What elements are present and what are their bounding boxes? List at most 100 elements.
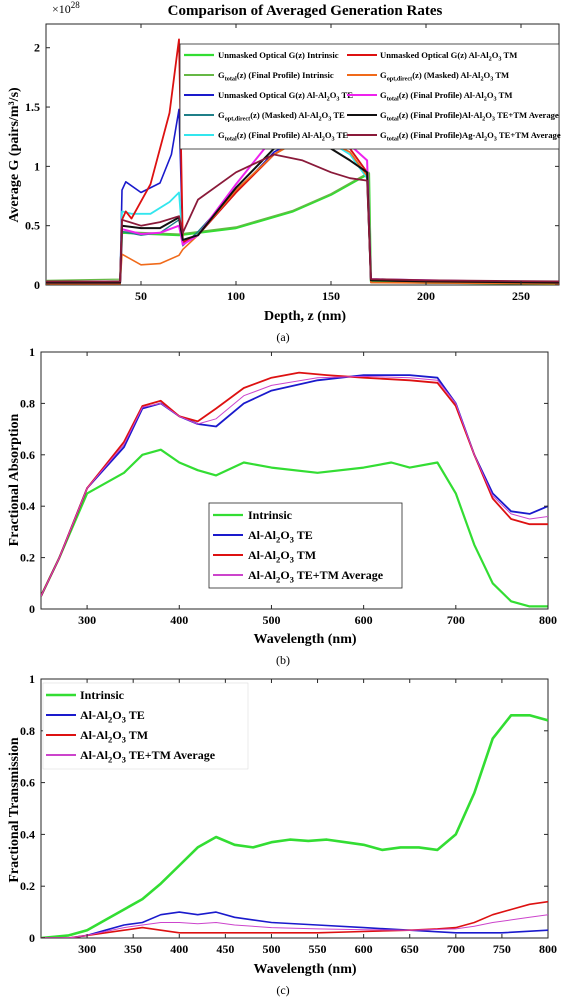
panel-c-legend-text: Al-Al <box>80 748 109 762</box>
panel-c-legend-label: Al-Al2O3 TE <box>80 708 145 725</box>
panel-a-caption: (a) <box>276 330 289 344</box>
panel-c: 300 350 400 450 500 550 600 650 700 750 800 0 0.2 0.4… <box>7 672 557 997</box>
panel-b-legend-label: Intrinsic <box>248 508 293 522</box>
panel-a-legend-text: TE <box>331 110 345 120</box>
panel-c-legend-text: Intrinsic <box>80 688 125 702</box>
panel-b-caption: (b) <box>276 653 290 667</box>
panel-a-legend-box <box>179 43 560 150</box>
panel-c-x-tick-label: 550 <box>309 942 327 956</box>
panel-a-legend-subscript: 2 <box>327 96 330 103</box>
panel-a-legend-text: TE <box>340 90 354 100</box>
panel-a-legend-subscript: 3 <box>336 96 339 103</box>
panel-c-series-line <box>41 713 548 938</box>
panel-b-ylabel: Fractional Absorption <box>7 413 22 546</box>
panel-b-x-tick-label: 400 <box>170 613 188 627</box>
panel-c-y-tick-label: 0.2 <box>20 879 35 893</box>
panel-c-x-tick-label: 300 <box>78 942 96 956</box>
panel-c-y-tick-label: 1 <box>29 672 35 686</box>
panel-a-legend-text: TE <box>335 130 349 140</box>
panel-a-legend-text: (z) (Final Profile) Intrinsic <box>237 70 334 80</box>
panel-c-legend-subscript: 2 <box>108 735 112 745</box>
panel-a-exponent-power: 28 <box>71 0 81 10</box>
panel-b-x-tick-label: 600 <box>355 613 373 627</box>
panel-a-legend-text: G <box>218 70 225 80</box>
panel-a-legend-label: Gtotal(z) (Final Profile) Al-Al2O3 TM <box>380 90 512 103</box>
panel-b-legend-subscript: 2 <box>276 555 280 565</box>
panel-c-y-tick-label: 0.8 <box>20 724 35 738</box>
panel-c-series-line <box>41 914 548 938</box>
panel-c-series-line <box>41 900 548 938</box>
panel-a-legend-text: (z) (Final Profile) Al-Al <box>237 130 323 140</box>
panel-b-legend-box <box>208 502 403 589</box>
panel-c-legend-text: Al-Al <box>80 728 109 742</box>
panel-b-legend-text: TE+TM Average <box>294 568 384 582</box>
panel-a-legend-subscript: 3 <box>332 136 335 143</box>
panel-a-x-tick-label: 150 <box>322 289 340 303</box>
panel-c-x-tick-label: 500 <box>262 942 280 956</box>
panel-b-legend-text: Al-Al <box>248 528 277 542</box>
panel-c-caption: (c) <box>276 983 289 997</box>
panel-a-legend-text: G <box>380 130 387 140</box>
panel-a-legend-text: TE+TM Average <box>495 110 559 120</box>
panel-c-x-tick-label: 650 <box>401 942 419 956</box>
panel-b-legend-label: Al-Al2O3 TE <box>248 528 313 545</box>
panel-a-legend-subscript: 2 <box>318 116 321 123</box>
panel-a-y-tick-label: 1.5 <box>25 100 40 114</box>
panel-b: 300 400 500 600 700 800 0 0.2 0.4 0.6 0.8 1 Intrins… <box>7 345 557 667</box>
panel-a-legend-subscript: opt,direct <box>225 116 251 123</box>
panel-c-x-tick-label: 600 <box>355 942 373 956</box>
panel-a-legend-subscript: 2 <box>480 76 483 83</box>
panel-a-legend-text: G <box>218 130 225 140</box>
panel-a-y-tick-label: 1 <box>34 159 40 173</box>
panel-b-y-tick-label: 0 <box>29 602 35 616</box>
panel-a-legend-text: G <box>380 90 387 100</box>
panel-a-y-tick-label: 2 <box>34 41 40 55</box>
panel-a-legend-text: O <box>330 90 337 100</box>
panel-b-x-tick-label: 300 <box>78 613 96 627</box>
panel-c-x-tick-label: 400 <box>170 942 188 956</box>
panel-a-legend-text: (z) (Final Profile) Al-Al <box>399 90 485 100</box>
panel-a-legend-text: O <box>325 130 332 140</box>
panel-a-legend-text: (z) (Final Profile)Al-Al <box>399 110 483 120</box>
panel-a-legend-text: (z) (Masked) Al-Al <box>412 70 481 80</box>
panel-a-legend-text: O <box>484 70 491 80</box>
panel-b-legend-subscript: 3 <box>290 555 295 565</box>
panel-a-legend-subscript: 3 <box>498 56 501 63</box>
panel-a-y-tick-label: 0 <box>34 278 40 292</box>
panel-c-y-tick-label: 0.6 <box>20 776 35 790</box>
panel-a-legend-subscript: 2 <box>489 56 492 63</box>
panel-a-exponent-base: ×10 <box>52 2 71 16</box>
panel-c-y-tick-label: 0 <box>29 931 35 945</box>
panel-a-x-tick-label: 100 <box>227 289 245 303</box>
panel-c-legend-box <box>42 682 249 770</box>
panel-c-legend-text: O <box>112 748 121 762</box>
panel-b-x-tick-label: 700 <box>447 613 465 627</box>
panel-b-y-tick-label: 0.6 <box>20 448 35 462</box>
panel-c-x-tick-label: 800 <box>539 942 557 956</box>
panel-a-legend-text: Unmasked Optical G(z) Intrinsic <box>218 50 339 60</box>
panel-c-x-tick-label: 450 <box>216 942 234 956</box>
panel-a-legend-label: Unmasked Optical G(z) Al-Al2O3 TE <box>218 90 353 103</box>
panel-a-legend-subscript: total <box>387 136 399 143</box>
panel-a-legend-text: G <box>218 110 225 120</box>
panel-c-legend-text: TE+TM Average <box>126 748 216 762</box>
panel-a-legend-subscript: 3 <box>490 76 493 83</box>
panel-a-legend-text: O <box>485 110 492 120</box>
panel-b-legend-label: Al-Al2O3 TM <box>248 548 316 565</box>
panel-a-legend-subscript: 3 <box>328 116 331 123</box>
panel-b-series-line <box>41 374 548 597</box>
panel-c-legend-text: Al-Al <box>80 708 109 722</box>
panel-a-legend: Unmasked Optical G(z) IntrinsicGtotal(z)… <box>179 43 561 150</box>
panel-c-legend-text: TM <box>126 728 148 742</box>
panel-c-legend-text: TE <box>126 708 145 722</box>
panel-a-legend-subscript: total <box>387 96 399 103</box>
panel-b-legend-text: Al-Al <box>248 548 277 562</box>
panel-c-legend-label: Al-Al2O3 TM <box>80 728 148 745</box>
panel-b-legend-text: TM <box>294 548 316 562</box>
panel-b-legend-text: Intrinsic <box>248 508 293 522</box>
panel-b-legend-subscript: 3 <box>290 575 295 585</box>
panel-a-legend-label: Gtotal(z) (Final Profile) Intrinsic <box>218 70 334 83</box>
